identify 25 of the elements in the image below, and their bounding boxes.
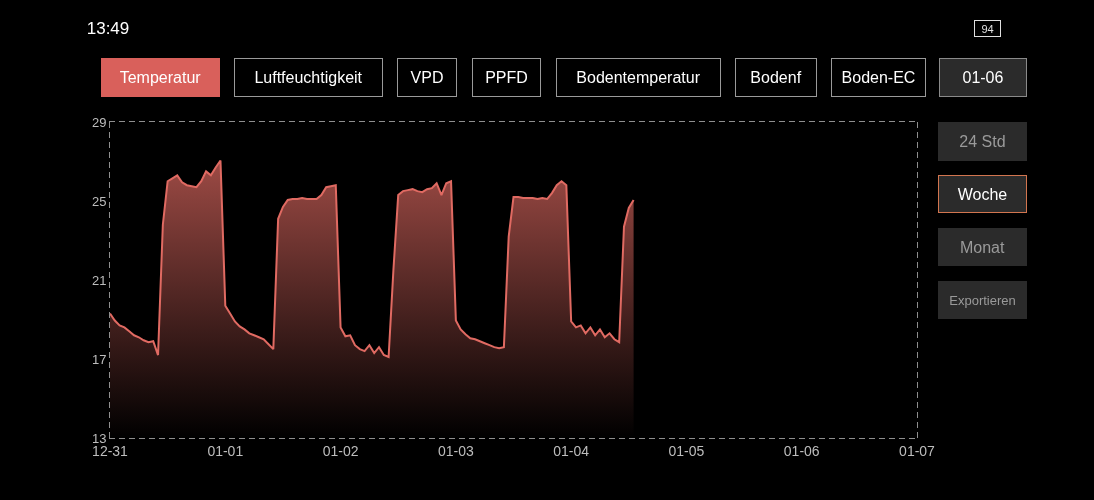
x-tick-label: 01-03 xyxy=(437,442,474,459)
text: Bodenf xyxy=(750,69,802,86)
x-tick-label: 01-05 xyxy=(668,442,705,459)
text: 13:49 xyxy=(86,18,130,38)
text: VPD xyxy=(410,69,444,86)
text: Woche xyxy=(957,185,1008,203)
text: PPFD xyxy=(485,69,528,86)
text: Bodentemperatur xyxy=(576,69,701,86)
text: Exportieren xyxy=(949,292,1016,308)
x-tick-label: 01-04 xyxy=(553,442,590,459)
text: 94 xyxy=(981,22,994,35)
y-tick-label: 29 xyxy=(91,114,107,130)
y-tick-label: 21 xyxy=(91,272,107,288)
text: Luftfeuchtigkeit xyxy=(254,69,363,86)
x-tick-label: 01-02 xyxy=(322,442,359,459)
text: Temperatur xyxy=(119,69,202,86)
text: Boden-EC xyxy=(841,69,916,86)
y-tick-label: 25 xyxy=(91,193,107,209)
text: 01-06 xyxy=(962,69,1004,86)
x-tick-label: 01-01 xyxy=(207,442,244,459)
x-tick-label: 01-07 xyxy=(899,442,936,459)
x-tick-label: 01-06 xyxy=(783,442,820,459)
text: Monat xyxy=(959,238,1006,256)
y-tick-label: 17 xyxy=(91,351,107,367)
text: 24 Std xyxy=(959,133,1006,150)
